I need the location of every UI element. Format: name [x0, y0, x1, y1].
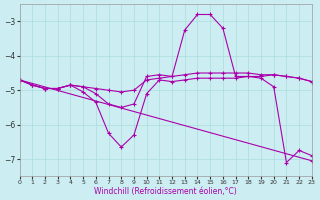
- X-axis label: Windchill (Refroidissement éolien,°C): Windchill (Refroidissement éolien,°C): [94, 187, 237, 196]
